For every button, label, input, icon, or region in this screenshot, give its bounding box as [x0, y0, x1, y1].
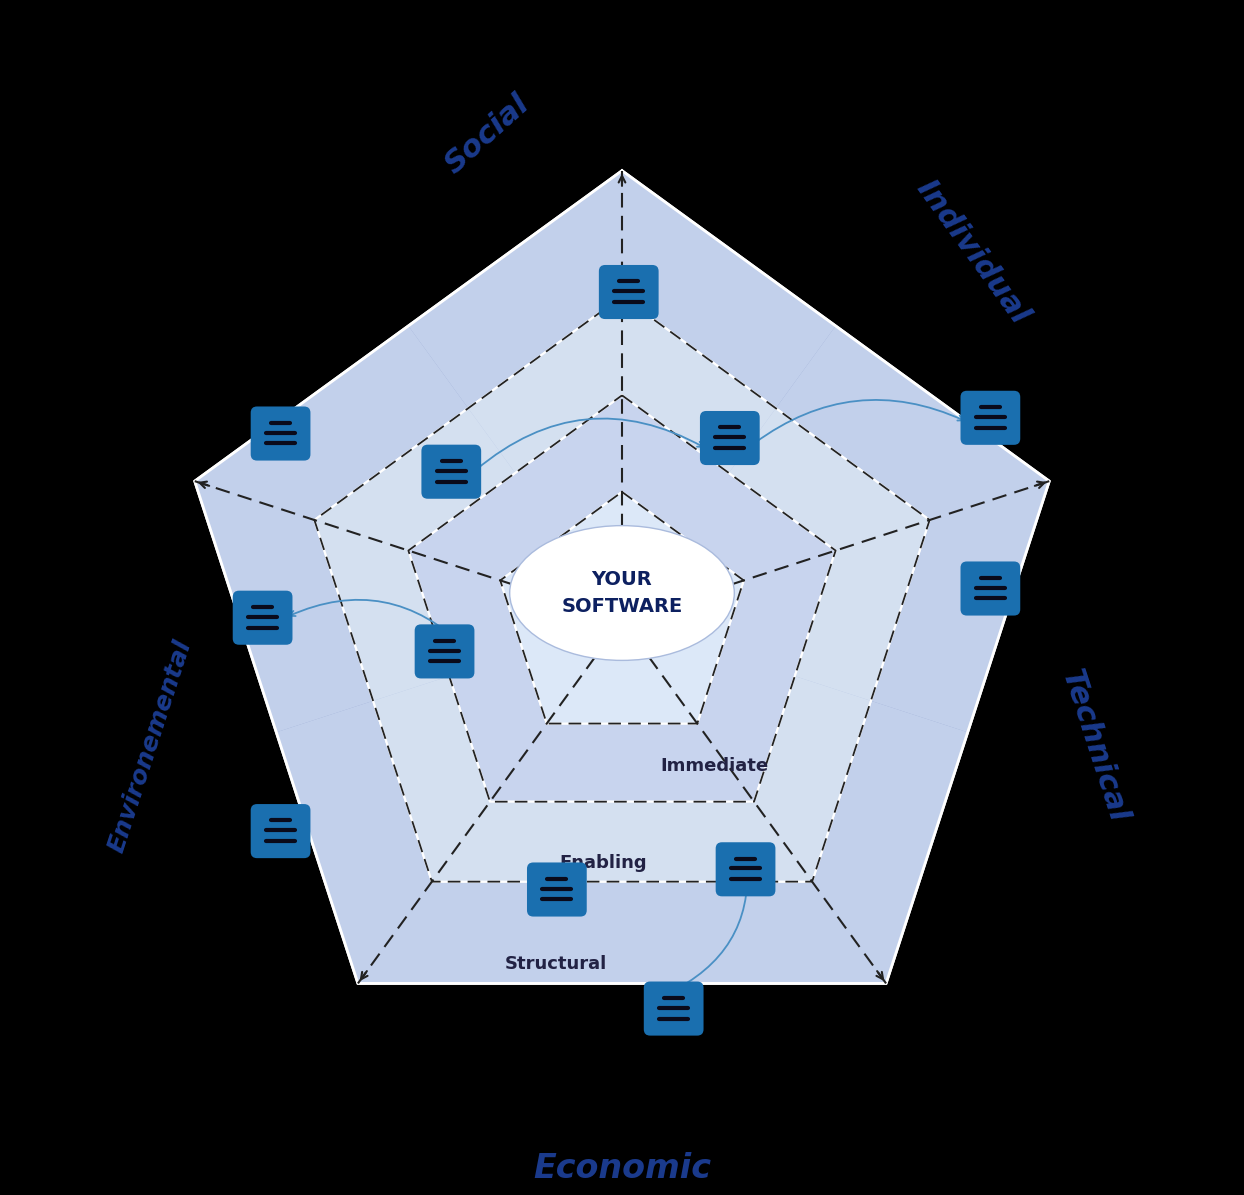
Polygon shape: [468, 296, 776, 473]
Text: Social: Social: [439, 90, 535, 180]
FancyBboxPatch shape: [527, 863, 587, 917]
Polygon shape: [195, 326, 622, 733]
Polygon shape: [622, 326, 1049, 733]
Polygon shape: [315, 296, 929, 882]
FancyBboxPatch shape: [233, 590, 292, 645]
Polygon shape: [315, 409, 515, 700]
FancyBboxPatch shape: [251, 804, 311, 858]
Polygon shape: [729, 409, 929, 700]
FancyBboxPatch shape: [414, 624, 474, 679]
FancyBboxPatch shape: [960, 391, 1020, 445]
FancyBboxPatch shape: [251, 406, 311, 460]
Text: Economic: Economic: [532, 1152, 712, 1184]
Text: Technical: Technical: [1055, 666, 1132, 826]
Text: Environemental: Environemental: [104, 637, 197, 856]
Polygon shape: [500, 492, 744, 723]
Text: YOUR
SOFTWARE: YOUR SOFTWARE: [561, 570, 683, 615]
FancyBboxPatch shape: [598, 265, 658, 319]
FancyBboxPatch shape: [960, 562, 1020, 615]
Polygon shape: [373, 676, 622, 882]
Text: Individual: Individual: [911, 174, 1034, 329]
Polygon shape: [408, 396, 836, 802]
FancyBboxPatch shape: [422, 445, 481, 498]
Polygon shape: [276, 620, 622, 983]
Text: Immediate: Immediate: [661, 756, 769, 776]
Text: Structural: Structural: [505, 955, 607, 973]
Polygon shape: [195, 171, 1049, 983]
Polygon shape: [622, 676, 871, 882]
FancyBboxPatch shape: [644, 981, 704, 1036]
FancyBboxPatch shape: [700, 411, 760, 465]
Polygon shape: [622, 620, 968, 983]
Polygon shape: [500, 492, 744, 723]
FancyBboxPatch shape: [715, 842, 775, 896]
Polygon shape: [408, 171, 836, 620]
Ellipse shape: [510, 526, 734, 661]
Text: Enabling: Enabling: [559, 853, 647, 871]
